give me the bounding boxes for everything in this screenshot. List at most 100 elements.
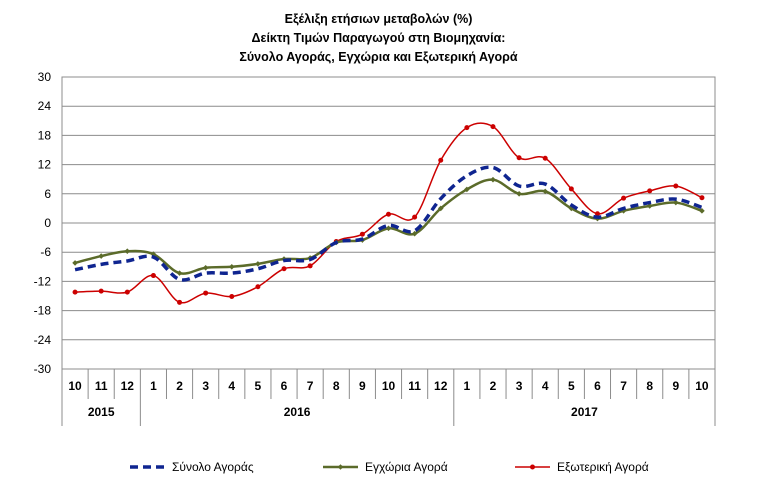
data-point <box>98 253 104 259</box>
data-point <box>255 284 261 290</box>
chart-title-line-3: Σύνολο Αγοράς, Εγχώρια και Εξωτερική Αγο… <box>239 50 518 64</box>
y-tick-label: 12 <box>38 158 52 172</box>
series-1 <box>74 165 703 282</box>
x-tick-label: 7 <box>620 379 627 393</box>
series-3 <box>72 122 705 305</box>
y-tick-label: -18 <box>34 304 52 318</box>
y-tick-label: 6 <box>44 187 51 201</box>
data-point <box>673 183 679 189</box>
data-point <box>359 231 365 237</box>
x-tick-label: 9 <box>359 379 366 393</box>
legend-label: Εξωτερική Αγορά <box>557 460 649 474</box>
y-tick-label: -30 <box>34 362 52 376</box>
legend-label: Εγχώρια Αγορά <box>365 460 448 474</box>
data-point <box>229 293 235 299</box>
data-point <box>490 176 496 183</box>
x-tick-label: 6 <box>281 379 288 393</box>
data-point <box>385 225 392 232</box>
y-axis: 30 24 18 12 6 0 -6 -12 -18 -24 -30 <box>34 70 52 376</box>
data-point <box>176 270 183 276</box>
legend-item: Εγχώρια Αγορά <box>323 460 448 474</box>
data-point <box>490 124 496 130</box>
data-point <box>438 157 444 163</box>
data-point <box>386 211 391 217</box>
x-tick-label: 10 <box>695 379 709 393</box>
series-2 <box>72 176 705 276</box>
data-point <box>255 261 261 267</box>
year-label: 2016 <box>284 405 311 419</box>
x-tick-label: 6 <box>594 379 601 393</box>
data-point <box>542 188 549 195</box>
plot-border <box>61 76 716 370</box>
data-point <box>516 191 522 197</box>
data-point <box>411 230 418 237</box>
x-tick-label: 4 <box>228 379 235 393</box>
data-point <box>699 208 705 214</box>
x-tick-label: 3 <box>202 379 209 393</box>
x-tick-label: 8 <box>646 379 653 393</box>
x-tick-label: 9 <box>672 379 679 393</box>
chart-title: Εξέλιξη ετήσιων μεταβολών (%) Δείκτη Τιμ… <box>0 10 757 67</box>
data-point <box>464 186 470 193</box>
data-point <box>150 251 157 257</box>
x-tick-label: 1 <box>464 379 471 393</box>
x-tick-label: 4 <box>542 379 549 393</box>
data-point <box>124 289 130 295</box>
data-point <box>124 248 131 255</box>
y-tick-label: -24 <box>34 333 52 347</box>
data-point <box>307 263 313 269</box>
data-point <box>530 464 535 470</box>
legend: Σύνολο Αγοράς Εγχώρια Αγορά Εξωτερική Αγορ… <box>130 460 649 474</box>
chart-title-line-2: Δείκτη Τιμών Παραγωγού στη Βιομηχανία: <box>251 31 506 45</box>
x-tick-label: 2 <box>490 379 497 393</box>
data-point <box>699 195 705 201</box>
x-tick-label: 12 <box>434 379 448 393</box>
series-lines <box>72 122 705 305</box>
x-tick-label: 5 <box>255 379 262 393</box>
grid-lines <box>61 76 716 370</box>
x-tick-label: 11 <box>408 379 421 393</box>
data-point <box>568 186 574 192</box>
x-tick-label: 12 <box>121 379 135 393</box>
series-line <box>74 165 703 282</box>
data-point <box>177 299 183 305</box>
x-tick-label: 2 <box>176 379 183 393</box>
data-point <box>72 260 78 266</box>
data-point <box>228 264 235 270</box>
data-point <box>412 214 418 220</box>
y-tick-label: 24 <box>38 99 52 113</box>
year-label: 2015 <box>88 405 115 419</box>
data-point <box>437 205 444 212</box>
x-tick-label: 1 <box>150 379 157 393</box>
data-point <box>464 125 470 131</box>
x-tick-label: 7 <box>307 379 314 393</box>
x-tick-label: 5 <box>568 379 575 393</box>
x-tick-label: 3 <box>516 379 523 393</box>
legend-item: Εξωτερική Αγορά <box>515 460 649 474</box>
data-point <box>542 155 548 161</box>
data-point <box>673 199 679 206</box>
year-label: 2017 <box>571 405 598 419</box>
x-tick-label: 8 <box>333 379 340 393</box>
data-point <box>98 288 104 294</box>
legend-item: Σύνολο Αγοράς <box>130 460 254 474</box>
x-tick-label: 10 <box>382 379 396 393</box>
y-tick-label: -12 <box>34 274 52 288</box>
data-point <box>647 188 653 194</box>
data-point <box>202 264 209 271</box>
y-tick-label: 30 <box>38 70 52 84</box>
data-point <box>337 464 344 470</box>
x-tick-label: 10 <box>68 379 82 393</box>
data-point <box>281 266 287 272</box>
y-tick-label: -6 <box>40 245 51 259</box>
data-point <box>203 290 209 296</box>
data-point <box>621 195 627 201</box>
data-point <box>150 273 156 279</box>
legend-label: Σύνολο Αγοράς <box>172 460 254 474</box>
y-tick-label: 18 <box>38 128 52 142</box>
data-point <box>72 289 78 295</box>
data-point <box>594 211 600 217</box>
data-point <box>516 155 522 161</box>
